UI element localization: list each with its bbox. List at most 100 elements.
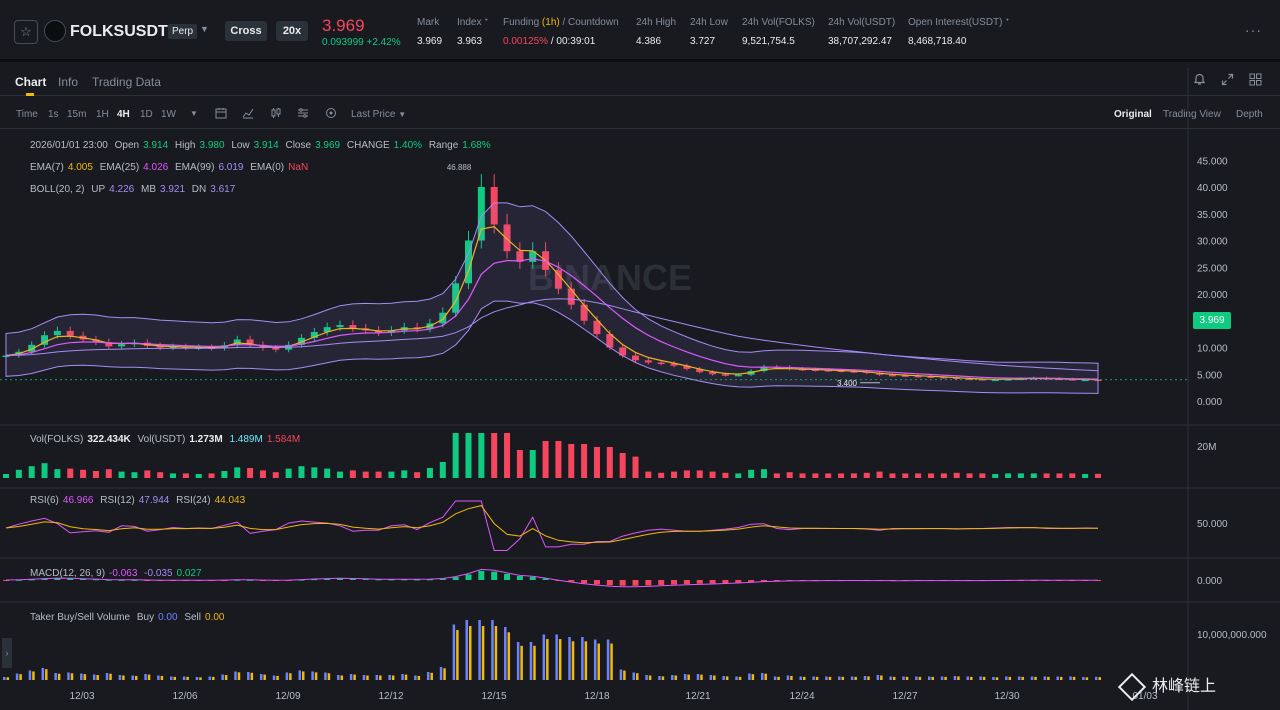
date-axis-tick: 12/18 (584, 691, 609, 702)
taker-sell-bar (803, 676, 806, 680)
volume-bar (671, 471, 678, 478)
taker-sell-bar (1008, 676, 1012, 680)
side-panel-toggle[interactable]: › (2, 638, 12, 668)
volume-bar (606, 447, 613, 478)
taker-buy-bar (863, 676, 867, 680)
rsi6-line (5, 500, 1099, 551)
view-trading-view[interactable]: Trading View (1163, 109, 1221, 120)
taker-sell-bar (905, 676, 909, 680)
volume-bar (221, 471, 228, 478)
tab-chart[interactable]: Chart (15, 75, 47, 89)
macd-axis-tick: 0.000 (1197, 576, 1222, 587)
expand-icon[interactable] (1218, 70, 1236, 88)
candle (632, 355, 640, 361)
view-depth[interactable]: Depth (1236, 109, 1263, 120)
taker-buy-bar (825, 676, 828, 680)
symbol-name[interactable]: FOLKSUSDT (70, 23, 168, 40)
settings-icon[interactable] (297, 107, 309, 122)
volume-bar (311, 467, 318, 478)
taker-buy-bar (735, 676, 738, 680)
macd-bar (504, 573, 511, 580)
interval-4h[interactable]: 4H (117, 109, 130, 120)
taker-sell-bar (96, 675, 99, 680)
candle (118, 344, 126, 347)
price-axis-tick: 10.000 (1197, 344, 1228, 355)
candle (490, 187, 498, 225)
layout-grid-icon[interactable] (1246, 70, 1264, 88)
taker-sell-bar (790, 675, 793, 680)
macd-bar (645, 580, 652, 586)
taker-buy-bar (619, 669, 623, 680)
taker-sell-bar (854, 676, 857, 680)
leverage-button[interactable]: 20x (276, 21, 308, 41)
volume-bar (375, 471, 382, 478)
taker-sell-bar (379, 675, 382, 680)
bell-icon[interactable] (1190, 70, 1208, 88)
margin-mode-button[interactable]: Cross (225, 21, 267, 41)
macd-bar (426, 579, 433, 581)
interval-1w[interactable]: 1W (161, 109, 176, 120)
candle-type-icon[interactable] (270, 107, 282, 122)
taker-sell-bar (353, 674, 356, 680)
taker-buy-bar (182, 676, 186, 680)
macd-bar (465, 574, 472, 580)
tab-trading-data[interactable]: Trading Data (92, 75, 161, 89)
candle (349, 325, 357, 329)
taker-sell-bar (1098, 677, 1101, 680)
indicator-icon[interactable] (242, 107, 254, 122)
taker-buy-bar (568, 637, 571, 680)
ema99-line (5, 298, 1099, 372)
volume-bar (234, 467, 241, 478)
target-icon[interactable] (325, 107, 337, 122)
taker-sell-bar (880, 675, 883, 680)
taker-buy-bar (645, 675, 648, 680)
taker-sell-bar (417, 675, 421, 680)
volume-bar (388, 471, 395, 478)
interval-1h[interactable]: 1H (96, 109, 109, 120)
macd-bar (247, 579, 254, 581)
taker-sell-bar (494, 626, 498, 680)
date-axis-tick: 12/27 (892, 691, 917, 702)
taker-buy-bar (80, 673, 83, 680)
view-original[interactable]: Original (1114, 109, 1152, 120)
candle (28, 344, 36, 352)
taker-sell-bar (636, 673, 639, 680)
candle (721, 374, 729, 376)
macd-bar (632, 580, 639, 586)
taker-sell-bar (815, 676, 819, 680)
taker-buy-bar (1030, 676, 1034, 680)
candlestick-chart[interactable]: BINANCE45.00040.00035.00030.00025.00020.… (0, 68, 1280, 710)
tab-info[interactable]: Info (58, 75, 79, 89)
volume-bar (658, 472, 665, 478)
candle (760, 366, 768, 372)
volume-bar (272, 472, 279, 478)
taker-buy-bar (491, 620, 494, 680)
macd-bar (478, 570, 485, 580)
interval-1d[interactable]: 1D (140, 109, 153, 120)
taker-buy-bar (28, 670, 32, 680)
macd-bar (619, 580, 626, 586)
taker-sell-bar (970, 676, 973, 680)
chart-tabs: Chart Info Trading Data (0, 62, 1280, 96)
interval-1s[interactable]: 1s (48, 109, 59, 120)
macd-bar (3, 580, 9, 581)
macd-bar (735, 580, 742, 583)
interval-dropdown-icon[interactable]: ▼ (190, 109, 198, 118)
volume-bar (208, 473, 215, 478)
taker-buy-bar (799, 676, 803, 680)
star-icon[interactable]: ☆ (14, 20, 38, 44)
interval-15m[interactable]: 15m (67, 109, 87, 120)
chevron-down-icon[interactable]: ▼ (200, 24, 209, 34)
candle (696, 368, 704, 373)
taker-buy-bar (170, 676, 173, 680)
more-icon[interactable]: ··· (1245, 22, 1262, 38)
taker-buy-bar (966, 676, 970, 680)
macd-bar (234, 579, 241, 581)
calendar-icon[interactable] (215, 107, 227, 122)
volume-bar (92, 471, 99, 478)
volume-bar (760, 469, 767, 478)
price-type-select[interactable]: Last Price ▼ (351, 109, 407, 120)
taker-sell-bar (32, 671, 35, 680)
volume-bar (426, 468, 433, 478)
date-axis-tick: 12/30 (994, 691, 1019, 702)
